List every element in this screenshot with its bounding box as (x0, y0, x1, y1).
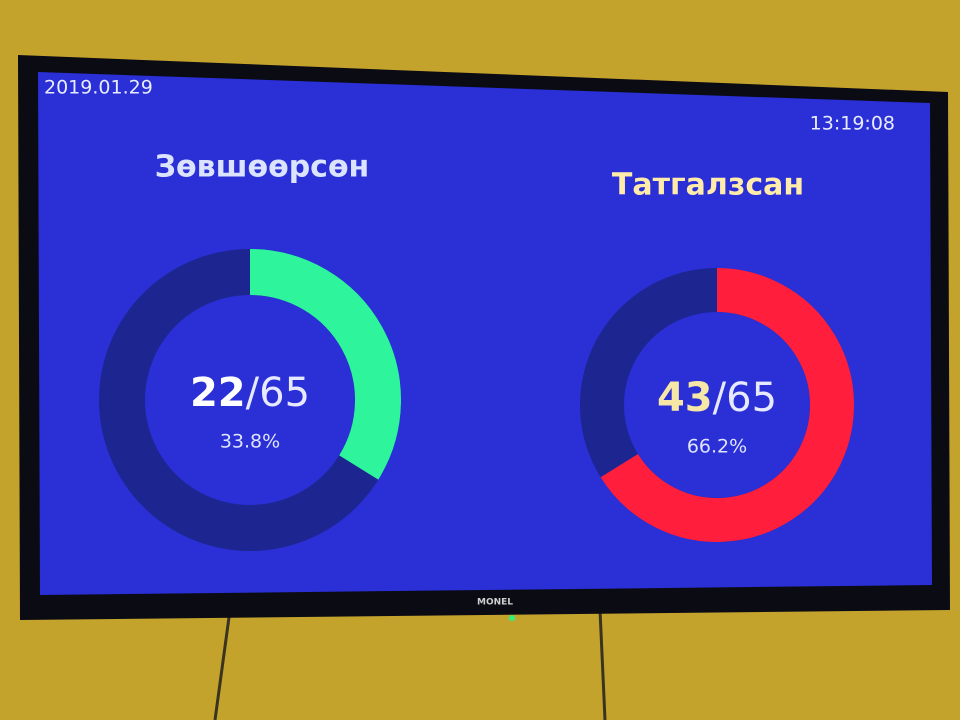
screen (38, 72, 932, 595)
total: 65 (259, 370, 310, 416)
percent: 33.8% (220, 431, 280, 453)
power-led (509, 615, 515, 621)
panel-title: Татгалзсан (612, 168, 804, 203)
count: 22 (190, 370, 246, 416)
separator: / (246, 370, 260, 416)
count: 43 (657, 375, 713, 421)
date: 2019.01.29 (44, 77, 153, 99)
brand-logo: MONEL (477, 598, 513, 608)
vote-count: 22/65 (190, 370, 310, 416)
total: 65 (726, 375, 777, 421)
donut-arc (600, 268, 854, 542)
cable (213, 609, 232, 720)
time: 13:19:08 (810, 113, 895, 135)
separator: / (713, 375, 727, 421)
panel-title: Зөвшөөрсөн (155, 150, 370, 185)
cable (598, 609, 607, 720)
vote-count: 43/65 (657, 375, 777, 421)
donut-arc (249, 249, 401, 480)
percent: 66.2% (687, 436, 747, 458)
